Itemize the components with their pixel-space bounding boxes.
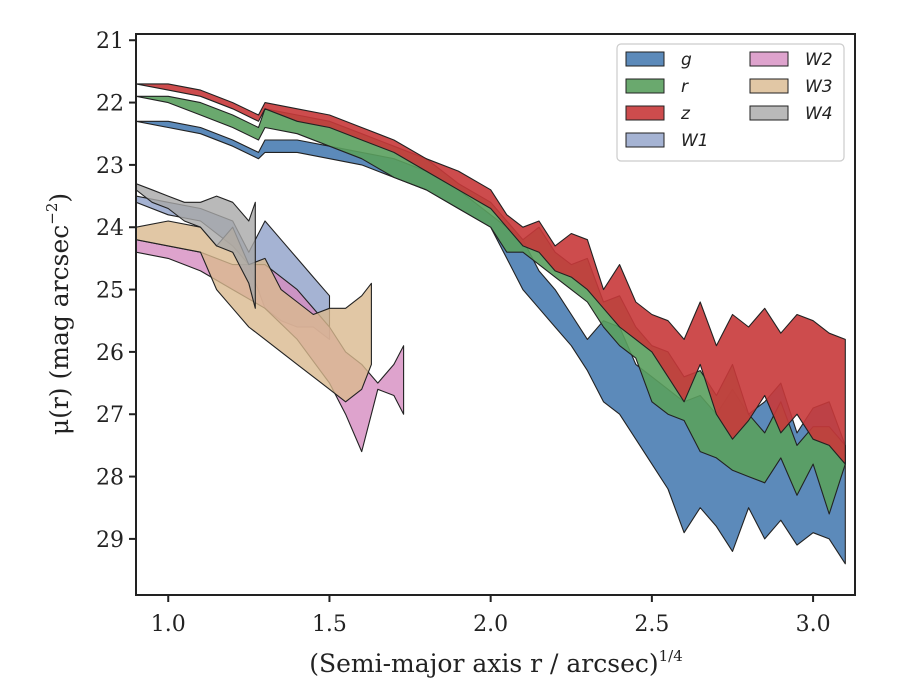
legend-swatch-r bbox=[625, 78, 665, 94]
x-tick-label: 2.5 bbox=[634, 612, 669, 637]
legend-label-g: g bbox=[681, 50, 692, 70]
y-tick-label: 21 bbox=[96, 29, 124, 54]
legend-label-w3: W3 bbox=[805, 77, 833, 97]
x-axis-ticks: 1.0 1.5 2.0 2.5 3.0 bbox=[151, 595, 831, 637]
y-tick-label: 28 bbox=[96, 466, 124, 491]
legend-swatch-w4 bbox=[749, 105, 789, 121]
legend-swatch-z bbox=[625, 105, 665, 121]
y-tick-label: 27 bbox=[96, 403, 124, 428]
legend: grz W1 W2 W3 W4 bbox=[616, 43, 845, 162]
y-axis-ticks: 21 22 23 24 25 26 27 28 29 bbox=[96, 29, 136, 553]
x-tick-label: 3.0 bbox=[796, 612, 831, 637]
x-tick-label: 1.5 bbox=[312, 612, 347, 637]
x-tick-label: 2.0 bbox=[473, 612, 508, 637]
x-axis-label: (Semi-major axis r / arcsec)1/4 bbox=[309, 647, 683, 678]
legend-swatch-w2 bbox=[749, 51, 789, 67]
legend-swatch-g bbox=[625, 51, 665, 67]
y-tick-label: 29 bbox=[96, 528, 124, 553]
legend-swatch-w3 bbox=[749, 78, 789, 94]
legend-label-w4: W4 bbox=[805, 104, 833, 124]
legend-label-w1: W1 bbox=[681, 131, 709, 151]
band-w4 bbox=[136, 183, 256, 309]
legend-label-r: r bbox=[681, 77, 689, 97]
legend-box bbox=[616, 43, 845, 162]
band-z bbox=[136, 83, 846, 465]
y-tick-label: 23 bbox=[96, 154, 124, 179]
y-tick-label: 22 bbox=[96, 92, 124, 117]
plot-frame bbox=[135, 33, 856, 596]
legend-label-z: z bbox=[680, 104, 691, 124]
y-tick-label: 24 bbox=[96, 216, 124, 241]
legend-swatch-w1 bbox=[625, 132, 665, 148]
x-tick-label: 1.0 bbox=[151, 612, 186, 637]
legend-label-w2: W2 bbox=[805, 50, 833, 70]
y-tick-label: 26 bbox=[96, 341, 124, 366]
series-bands bbox=[136, 83, 846, 565]
y-tick-label: 25 bbox=[96, 279, 124, 304]
y-axis-label: μ(r) (mag arcsec−2) bbox=[43, 193, 74, 435]
